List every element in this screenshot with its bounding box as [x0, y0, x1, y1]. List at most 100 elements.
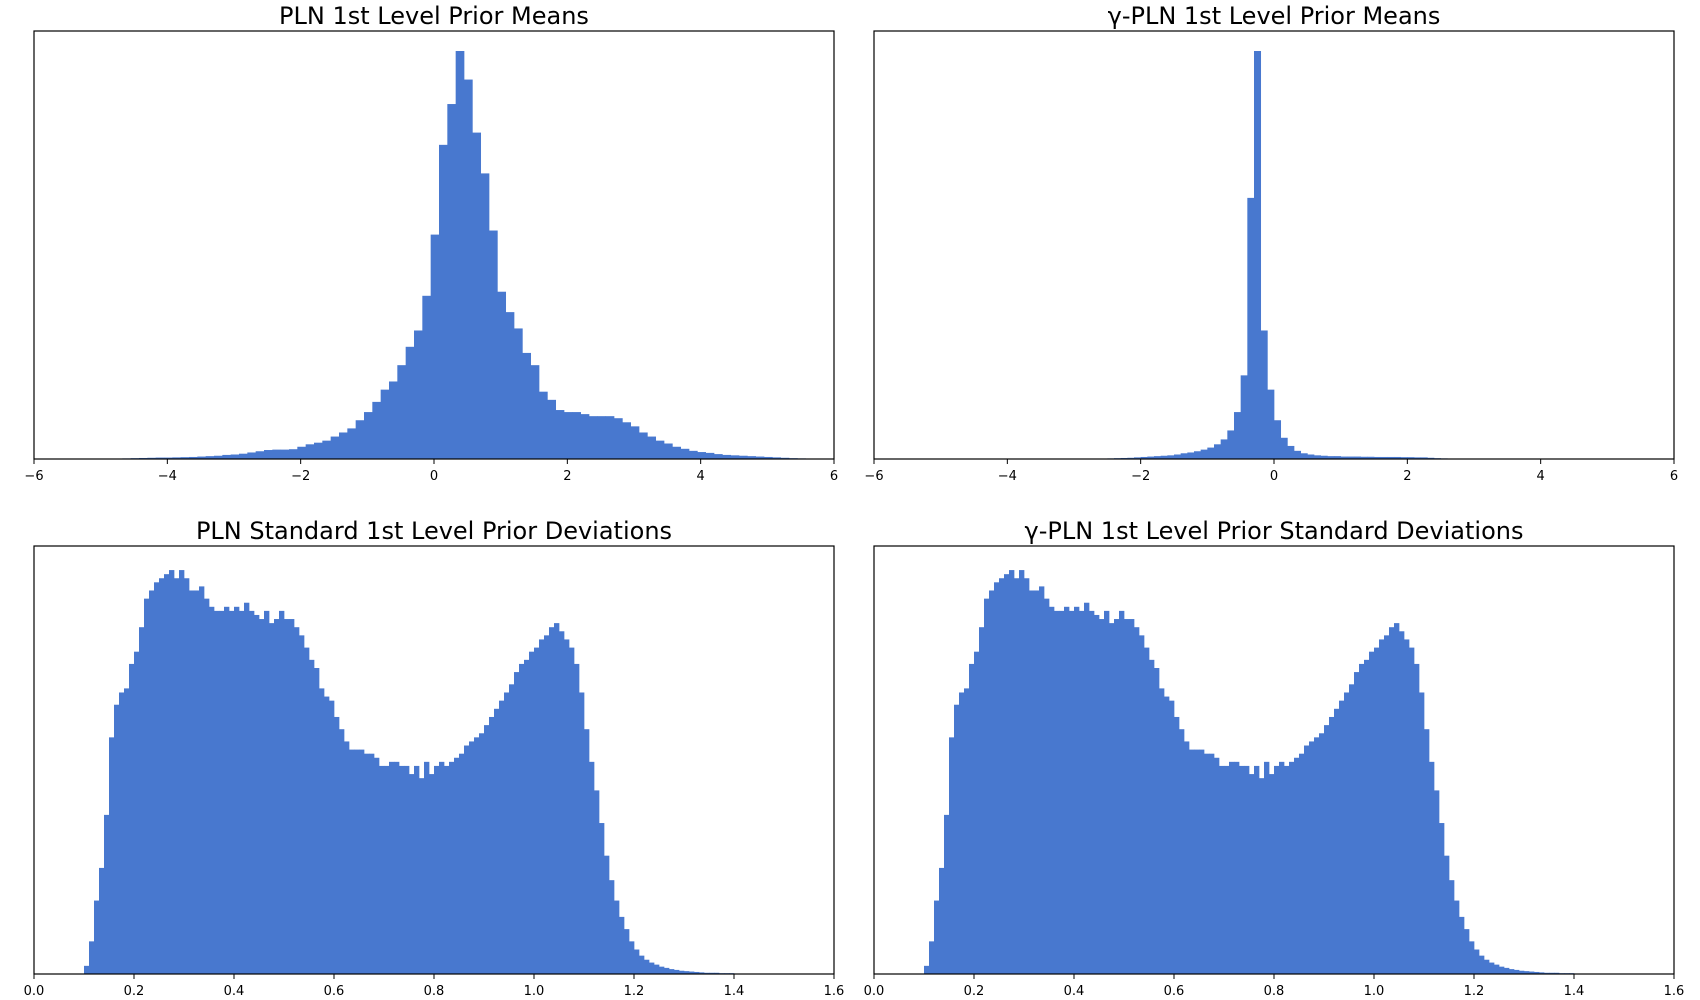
histogram-bar [709, 972, 715, 974]
histogram-bar [580, 414, 590, 459]
histogram-bar [519, 663, 525, 974]
histogram-bar [1124, 619, 1130, 974]
histogram-bar [324, 696, 330, 974]
panel-pln-means: PLN 1st Level Prior Means −6 −4 −2 0 2 4 6 [24, 2, 838, 484]
histogram-bar [1149, 659, 1155, 974]
histogram-bar [534, 647, 540, 974]
histogram-bar [755, 456, 765, 459]
histogram-bar [355, 420, 365, 459]
histogram-bar [1387, 456, 1395, 459]
histogram-bar [624, 929, 630, 974]
histogram-bar [1194, 451, 1202, 459]
plot-frame [873, 545, 1675, 975]
histogram-bar [619, 916, 625, 974]
histogram-bar [705, 452, 715, 459]
histogram-bar [1427, 457, 1435, 459]
histogram-bar [1549, 972, 1555, 974]
histogram-bar [414, 330, 423, 459]
x-tick-label: 4 [697, 469, 705, 484]
histogram-bar [1344, 692, 1350, 974]
histogram-bar [405, 346, 415, 459]
histogram-bar [314, 668, 320, 974]
histogram-bar [722, 454, 732, 459]
histogram-bar [1229, 761, 1235, 974]
histogram-bar [159, 578, 165, 974]
histogram-bar [272, 449, 282, 459]
histogram-bar [1400, 457, 1408, 459]
histogram-bar [1049, 606, 1055, 974]
histogram-bar [1334, 708, 1340, 974]
histogram-bar [569, 647, 575, 974]
histogram-bar [269, 623, 275, 974]
histogram-bar [644, 959, 650, 974]
histogram-bar [284, 619, 290, 974]
histogram-bar [380, 389, 390, 459]
histogram-bar [1094, 614, 1100, 974]
histogram-bar [424, 761, 430, 974]
histogram-bar [549, 627, 555, 974]
histogram-bar [339, 432, 348, 459]
histogram-bar [544, 635, 550, 974]
histogram-bar [1324, 725, 1330, 974]
histogram-bar [1204, 753, 1210, 974]
histogram-bar [1109, 623, 1115, 974]
histogram-bar [247, 452, 257, 459]
histogram-bar [1167, 455, 1175, 459]
histogram-bar [554, 623, 560, 974]
histogram-bar [274, 619, 280, 974]
histogram-bar [464, 79, 473, 459]
x-tick-label: 1.2 [624, 984, 645, 999]
histogram-bar [1009, 570, 1015, 974]
histogram-bar [929, 941, 935, 974]
histogram-bar [979, 627, 985, 974]
histogram-bar [530, 365, 540, 459]
histogram-bar [1234, 412, 1242, 459]
histogram-bar [622, 422, 632, 459]
histogram-bar [694, 971, 700, 974]
histogram-bar [747, 456, 757, 459]
histogram-bar [1227, 430, 1235, 459]
histogram-bar [349, 749, 355, 974]
histogram-bar [1260, 330, 1268, 459]
histogram-bar [1484, 959, 1490, 974]
histogram-bar [714, 972, 720, 974]
chart-title: PLN 1st Level Prior Means [279, 2, 589, 30]
histogram-bar [439, 761, 445, 974]
x-tick-label: 0.4 [1064, 984, 1085, 999]
histogram-bar [699, 972, 705, 974]
histogram-bar [1029, 590, 1035, 974]
histogram-bar [649, 962, 655, 974]
histogram-bar [259, 619, 265, 974]
histogram-bar [414, 765, 420, 974]
histogram-bar [1509, 969, 1515, 974]
histogram-bar [447, 104, 457, 459]
histogram-bar [1269, 774, 1275, 974]
histogram-bar [604, 855, 610, 974]
histogram-bar [499, 700, 505, 974]
histogram-bar [1354, 672, 1360, 974]
histogram-bar [659, 966, 665, 974]
histogram-bar [584, 729, 590, 974]
histogram-bar [205, 456, 215, 459]
histogram-bar [139, 627, 145, 974]
histogram-bar [297, 446, 307, 459]
histogram-bar [597, 416, 607, 459]
histogram-bar [547, 399, 557, 459]
histogram-bar [1059, 610, 1065, 974]
histogram-bar [1024, 578, 1030, 974]
histogram-bar [599, 823, 605, 974]
histogram-bar [1374, 456, 1382, 459]
histogram-bar [772, 457, 782, 459]
histogram-bar [224, 606, 230, 974]
histogram-bar [230, 454, 240, 459]
histogram-bar [1449, 880, 1455, 974]
histogram-bar [114, 704, 120, 974]
histogram-bar [679, 970, 685, 974]
histogram-bar [124, 688, 130, 974]
plot-frame [33, 30, 835, 460]
histogram-bar [697, 452, 707, 459]
histogram-bar [480, 173, 490, 459]
histogram-bar [994, 582, 1000, 974]
chart-title: PLN Standard 1st Level Prior Deviations [196, 517, 672, 545]
histogram-bar [954, 704, 960, 974]
